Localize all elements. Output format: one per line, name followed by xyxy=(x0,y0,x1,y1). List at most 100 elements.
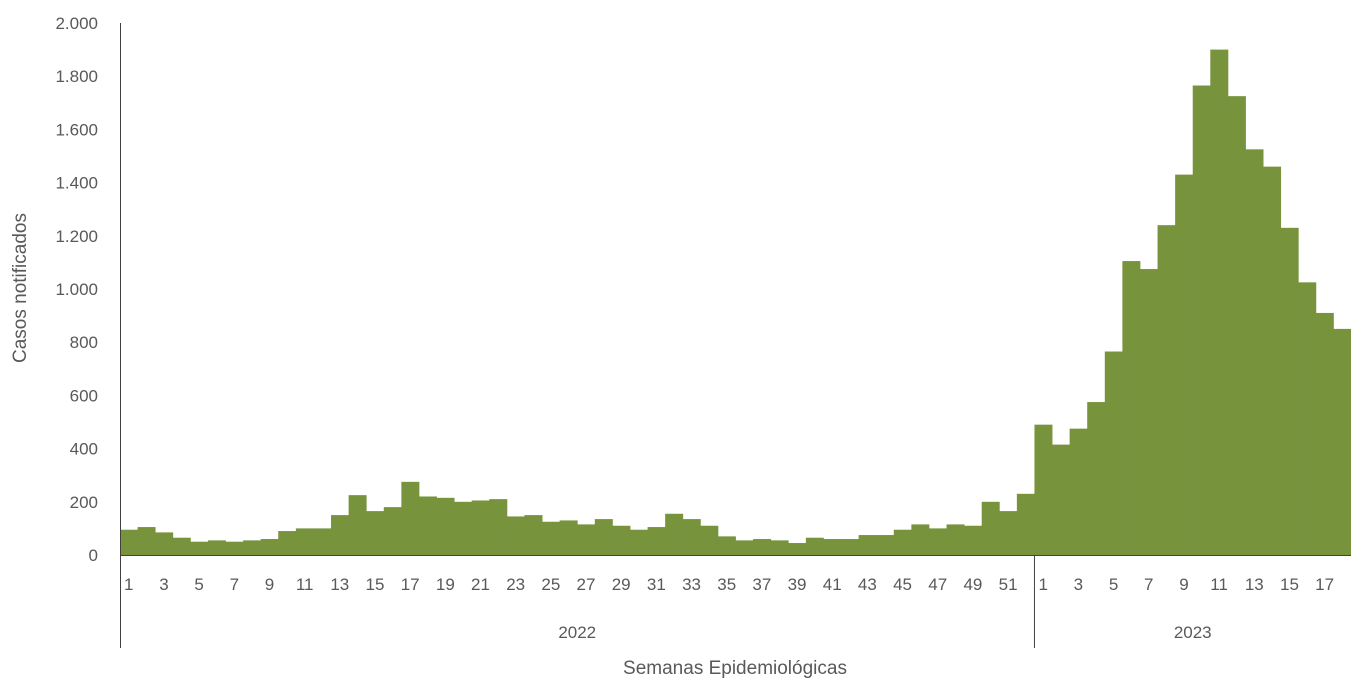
x-tick-label: 45 xyxy=(893,575,912,594)
bar-2022-week-46 xyxy=(911,524,930,555)
bar-2022-week-27 xyxy=(577,524,596,555)
y-tick-label: 400 xyxy=(70,440,98,459)
bar-2022-week-29 xyxy=(612,525,631,555)
x-tick-label: 25 xyxy=(541,575,560,594)
bar-2023-week-12 xyxy=(1227,96,1246,556)
x-tick-label: 5 xyxy=(194,575,203,594)
bar-2022-week-47 xyxy=(928,528,947,555)
bar-2022-week-41 xyxy=(823,539,842,555)
bar-2022-week-42 xyxy=(841,539,859,555)
bar-2022-week-38 xyxy=(770,540,789,555)
bar-2022-week-13 xyxy=(331,515,350,555)
bar-2022-week-52 xyxy=(1016,493,1035,555)
bar-2023-week-14 xyxy=(1263,166,1282,555)
x-tick-label: 19 xyxy=(436,575,455,594)
bar-2022-week-10 xyxy=(278,531,297,555)
x-tick-label: 1 xyxy=(1039,575,1048,594)
x-tick-label: 9 xyxy=(1179,575,1188,594)
y-tick-label: 800 xyxy=(70,333,98,352)
bar-2022-week-48 xyxy=(946,524,965,555)
bar-2022-week-32 xyxy=(665,513,684,555)
bar-2022-week-9 xyxy=(260,539,279,555)
y-tick-label: 200 xyxy=(70,493,98,512)
x-tick-label: 49 xyxy=(963,575,982,594)
bar-2023-week-6 xyxy=(1122,261,1141,555)
x-tick-label: 39 xyxy=(788,575,807,594)
bar-2022-week-1 xyxy=(120,529,138,555)
bar-2023-week-3 xyxy=(1069,428,1088,555)
bar-2023-week-17 xyxy=(1315,312,1334,555)
x-tick-label: 7 xyxy=(1144,575,1153,594)
bar-2022-week-33 xyxy=(682,519,701,555)
bar-2022-week-24 xyxy=(524,515,543,555)
bar-2022-week-3 xyxy=(155,532,174,555)
y-tick-label: 0 xyxy=(89,546,98,565)
x-tick-label: 33 xyxy=(682,575,701,594)
y-tick-label: 1.600 xyxy=(55,120,98,139)
x-tick-label: 3 xyxy=(1074,575,1083,594)
bar-2022-week-30 xyxy=(629,529,648,555)
bar-2022-week-25 xyxy=(542,521,561,555)
bar-2023-week-5 xyxy=(1104,351,1123,555)
bar-2022-week-2 xyxy=(137,527,156,555)
x-tick-label: 35 xyxy=(717,575,736,594)
x-tick-label: 51 xyxy=(999,575,1018,594)
bar-2022-week-28 xyxy=(594,519,613,555)
bar-2022-week-16 xyxy=(383,507,402,555)
bar-2022-week-26 xyxy=(559,520,578,555)
bar-2023-week-9 xyxy=(1175,174,1194,555)
x-tick-label: 43 xyxy=(858,575,877,594)
y-tick-label: 1.200 xyxy=(55,227,98,246)
bar-2022-week-22 xyxy=(489,499,508,555)
bar-2022-week-4 xyxy=(172,537,191,555)
year-label-2022: 2022 xyxy=(558,623,596,642)
bar-2022-week-17 xyxy=(401,481,420,555)
bar-2022-week-20 xyxy=(454,501,473,555)
bar-2022-week-12 xyxy=(313,528,332,555)
bar-2022-week-15 xyxy=(366,511,385,555)
y-tick-label: 1.000 xyxy=(55,280,98,299)
bar-2023-week-15 xyxy=(1280,227,1299,555)
x-tick-label: 27 xyxy=(577,575,596,594)
bar-2022-week-5 xyxy=(190,541,209,555)
bar-2022-week-49 xyxy=(964,525,983,555)
y-ticks-group: 0 200 400 600 800 1.000 1.200 1.400 1.600 1.800 2.… xyxy=(55,14,98,565)
bar-2022-week-45 xyxy=(893,529,912,555)
x-tick-label: 13 xyxy=(330,575,349,594)
bar-2022-week-40 xyxy=(805,537,824,555)
x-tick-label: 21 xyxy=(471,575,490,594)
bar-2022-week-31 xyxy=(647,527,666,555)
x-tick-label: 5 xyxy=(1109,575,1118,594)
x-tick-label: 37 xyxy=(752,575,771,594)
x-tick-label: 11 xyxy=(296,575,314,594)
bar-2023-week-13 xyxy=(1245,149,1264,555)
x-ticks-group: 1 3 5 7 9 11 13 15 17 19 21 23 25 27 29 31 33 35 37 39 41 43 4… xyxy=(124,575,1334,594)
bar-2023-week-11 xyxy=(1210,49,1229,555)
axes-group xyxy=(120,23,1351,648)
bar-2023-week-10 xyxy=(1192,85,1211,555)
bar-2022-week-14 xyxy=(348,495,367,555)
bar-2023-week-7 xyxy=(1139,269,1158,555)
x-tick-label: 3 xyxy=(159,575,168,594)
x-tick-label: 29 xyxy=(612,575,631,594)
bar-2023-week-16 xyxy=(1298,282,1317,555)
x-tick-label: 47 xyxy=(928,575,947,594)
y-tick-label: 1.800 xyxy=(55,67,98,86)
bar-2022-week-8 xyxy=(243,540,262,555)
bar-2022-week-6 xyxy=(207,540,226,555)
y-tick-label: 600 xyxy=(70,386,98,405)
y-tick-label: 1.400 xyxy=(55,174,98,193)
x-axis-title: Semanas Epidemiológicas xyxy=(623,658,847,679)
x-tick-label: 1 xyxy=(124,575,133,594)
year-label-2023: 2023 xyxy=(1174,623,1212,642)
bar-2023-week-2 xyxy=(1052,444,1071,555)
bar-2023-week-18 xyxy=(1333,328,1351,555)
x-tick-label: 31 xyxy=(647,575,666,594)
x-tick-label: 17 xyxy=(401,575,420,594)
y-tick-label: 2.000 xyxy=(55,14,98,33)
x-tick-label: 41 xyxy=(823,575,842,594)
bar-2022-week-50 xyxy=(981,501,1000,555)
x-tick-label: 15 xyxy=(1280,575,1299,594)
